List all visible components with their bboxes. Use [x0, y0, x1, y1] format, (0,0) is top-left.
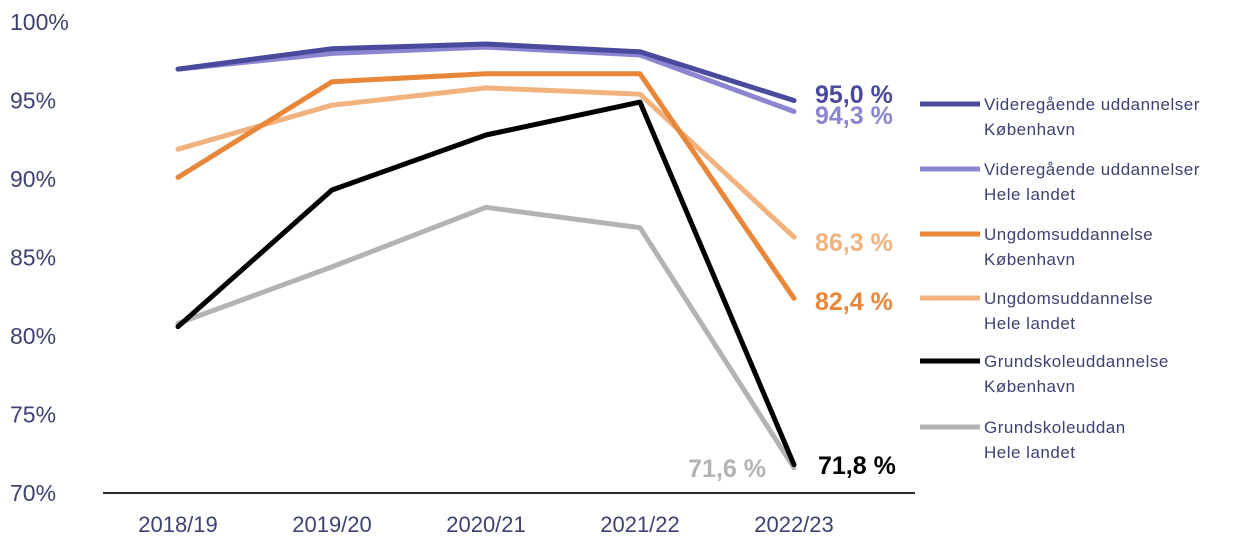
end-value-label: 71,6 % [688, 455, 766, 483]
y-tick-label: 70% [10, 480, 56, 506]
legend-label: København [984, 120, 1075, 139]
x-axis: 2018/19 2019/20 2020/21 2021/22 2022/23 [138, 512, 834, 537]
series-line-5 [175, 204, 797, 471]
end-value-label: 86,3 % [815, 229, 893, 257]
y-tick-label: 85% [10, 245, 56, 271]
y-tick-label: 95% [10, 88, 56, 114]
legend-label: København [984, 250, 1075, 269]
legend-label: København [984, 377, 1075, 396]
series-lines [175, 41, 797, 471]
y-tick-label: 75% [10, 402, 56, 428]
legend-label: Videregående uddannelser [984, 160, 1200, 179]
end-labels: 95,0 %94,3 % 82,4 % 86,3 % 71,8 % 71,6 % [688, 81, 896, 483]
end-value-label: 71,8 % [818, 452, 896, 480]
legend-label: Hele landet [984, 443, 1076, 462]
legend-label: Videregående uddannelser [984, 95, 1200, 114]
end-value-label: 94,3 % [815, 102, 893, 130]
legend-label: Hele landet [984, 314, 1076, 333]
series-line-0 [175, 41, 797, 103]
y-tick-label: 90% [10, 166, 56, 192]
series-line-1 [175, 44, 797, 114]
series-line-4 [175, 99, 797, 468]
x-tick-label: 2020/21 [446, 512, 526, 537]
legend-label: Grundskoleuddan [984, 418, 1126, 437]
legend: Videregående uddannelser København Videreg… [920, 95, 1200, 462]
x-tick-label: 2018/19 [138, 512, 218, 537]
end-value-label: 95,0 % [815, 81, 893, 109]
legend-label: Ungdomsuddannelse [984, 225, 1153, 244]
y-axis: 100% 95% 90% 85% 80% 75% 70% [10, 9, 69, 506]
legend-label: Ungdomsuddannelse [984, 289, 1153, 308]
y-tick-label: 100% [10, 9, 69, 35]
end-value-label: 82,4 % [815, 288, 893, 316]
y-tick-label: 80% [10, 323, 56, 349]
legend-label: Grundskoleuddannelse [984, 352, 1169, 371]
series-line-2 [175, 71, 797, 301]
x-tick-label: 2019/20 [292, 512, 372, 537]
series-line-3 [175, 85, 797, 240]
legend-label: Hele landet [984, 185, 1076, 204]
x-tick-label: 2021/22 [600, 512, 680, 537]
x-tick-label: 2022/23 [754, 512, 834, 537]
